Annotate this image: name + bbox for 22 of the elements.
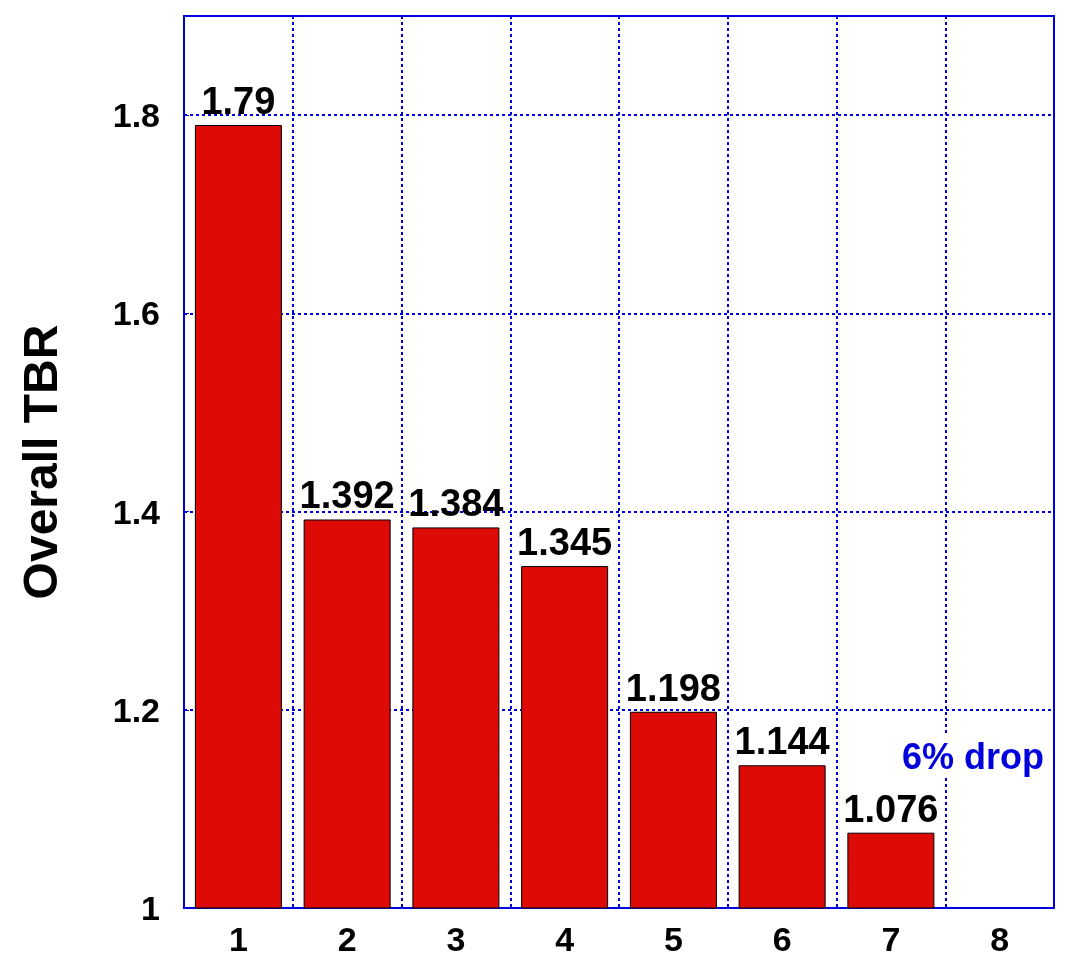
y-tick-label: 1.4: [112, 492, 161, 531]
y-tick-label: 1.2: [112, 690, 160, 729]
y-tick-label: 1.6: [112, 294, 160, 333]
data-label: 1.198: [625, 666, 721, 709]
data-label: 1.392: [299, 474, 395, 517]
data-label: 1.345: [517, 521, 613, 564]
x-tick-label: 7: [881, 920, 901, 958]
data-label: 1.076: [843, 787, 939, 830]
y-tick-label: 1.8: [112, 96, 160, 135]
y-tick-label: 1: [141, 889, 160, 927]
x-tick-label: 2: [337, 920, 357, 958]
x-tick-label: 3: [446, 920, 466, 958]
annotation: 6% drop: [901, 735, 1044, 777]
x-tick-label: 1: [228, 920, 248, 958]
x-tick-label: 8: [990, 920, 1010, 958]
data-label: 1.79: [201, 80, 276, 123]
x-tick-label: 4: [555, 920, 575, 958]
data-label: 1.384: [408, 482, 504, 525]
x-tick-label: 6: [772, 920, 792, 958]
x-tick-label: 5: [663, 920, 683, 958]
y-axis-title: Overall TBR: [13, 324, 67, 600]
data-label: 1.144: [734, 720, 830, 763]
